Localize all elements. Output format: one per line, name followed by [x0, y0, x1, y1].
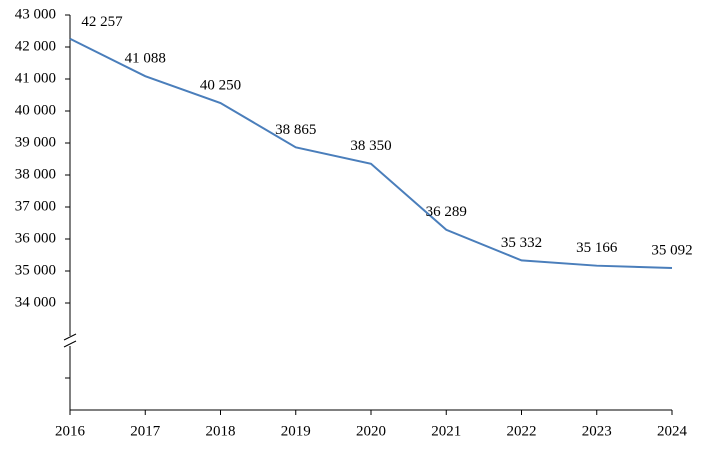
axis-break [63, 333, 77, 341]
x-tick-label: 2023 [582, 423, 612, 439]
x-tick-label: 2016 [55, 423, 86, 439]
x-tick-label: 2022 [507, 423, 537, 439]
x-tick-label: 2019 [281, 423, 311, 439]
data-label: 36 289 [426, 204, 467, 220]
data-label: 35 166 [576, 240, 618, 256]
x-tick-label: 2020 [356, 423, 386, 439]
data-label: 42 257 [81, 14, 123, 30]
axis-break [63, 340, 77, 348]
y-tick-label: 40 000 [15, 102, 56, 118]
x-tick-label: 2021 [431, 423, 461, 439]
y-tick-label: 34 000 [15, 294, 56, 310]
data-label: 38 350 [350, 138, 391, 154]
x-tick-label: 2018 [206, 423, 236, 439]
y-tick-label: 43 000 [15, 6, 56, 22]
data-label: 41 088 [125, 51, 166, 67]
y-tick-label: 42 000 [15, 38, 56, 54]
y-tick-label: 37 000 [15, 198, 56, 214]
y-tick-label: 35 000 [15, 262, 56, 278]
data-label: 35 092 [651, 242, 692, 258]
y-tick-label: 39 000 [15, 134, 56, 150]
line [69, 37, 673, 270]
x-tick-label: 2024 [657, 423, 688, 439]
y-tick-label: 41 000 [15, 70, 56, 86]
data-label: 35 332 [501, 235, 542, 251]
data-label: 40 250 [200, 77, 241, 93]
y-tick-label: 38 000 [15, 166, 56, 182]
y-tick-label: 36 000 [15, 230, 56, 246]
data-label: 38 865 [275, 122, 316, 138]
x-tick-label: 2017 [130, 423, 161, 439]
